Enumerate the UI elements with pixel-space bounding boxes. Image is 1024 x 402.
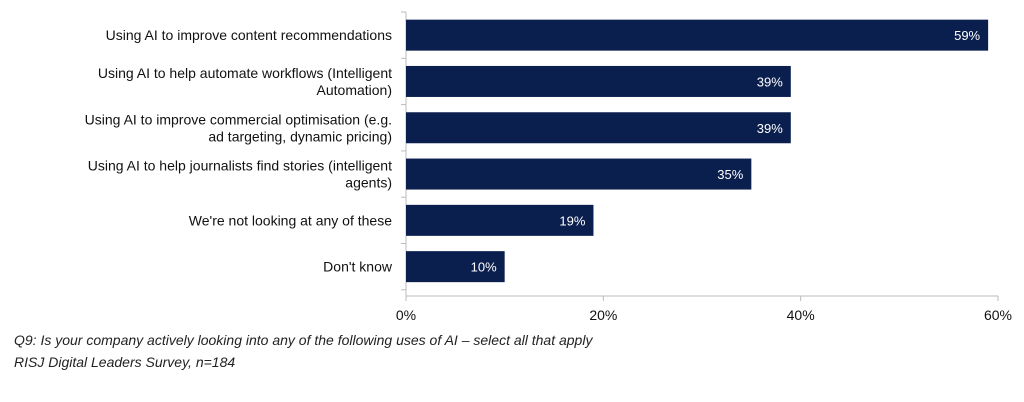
bar-value-label: 35% [717, 167, 743, 182]
bar-value-label: 10% [471, 260, 497, 275]
bar-value-label: 39% [757, 121, 783, 136]
bar [406, 251, 505, 283]
category-label: ad targeting, dynamic pricing) [208, 128, 392, 144]
category-label: Using AI to improve commercial optimisat… [85, 111, 392, 127]
category-label: Using AI to help automate workflows (Int… [98, 65, 392, 81]
bar [406, 19, 989, 51]
bar [406, 158, 752, 190]
bar-value-label: 39% [757, 74, 783, 89]
category-label: Don't know [323, 259, 393, 275]
horizontal-bar-chart: 0% 20% 40% 60% 59% Using AI to improve conten… [85, 11, 1012, 323]
x-tick-label: 0% [396, 307, 416, 323]
bar-value-label: 19% [559, 213, 585, 228]
bar [406, 204, 594, 236]
x-tick-label: 20% [589, 307, 617, 323]
bar [406, 112, 791, 144]
category-label: Automation) [317, 82, 392, 98]
category-label: Using AI to improve content recommendati… [106, 27, 392, 43]
category-label: We're not looking at any of these [189, 212, 392, 228]
chart-caption-source: RISJ Digital Leaders Survey, n=184 [14, 354, 236, 370]
category-label: agents) [345, 175, 392, 191]
category-label: Using AI to help journalists find storie… [88, 158, 392, 174]
x-tick-label: 40% [787, 307, 815, 323]
bar-value-label: 59% [954, 28, 980, 43]
bar [406, 65, 791, 97]
x-tick-label: 60% [984, 307, 1012, 323]
chart-caption-question: Q9: Is your company actively looking int… [14, 332, 593, 348]
